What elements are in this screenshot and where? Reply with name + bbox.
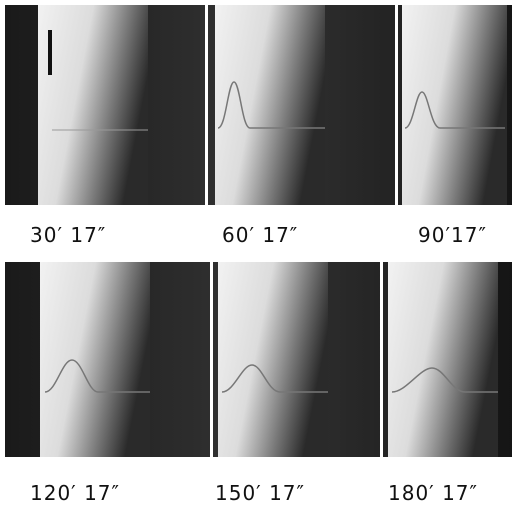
peak-curve [391,367,498,393]
panel [215,5,325,205]
peak-curve [404,91,505,129]
separator [395,5,398,205]
time-label: 150′ 17″ [215,481,305,505]
panel [38,5,148,205]
time-label: 60′ 17″ [222,223,298,247]
time-label: 120′ 17″ [30,481,120,505]
bright-band [218,262,328,457]
separator [205,5,208,205]
bright-band [388,262,498,457]
bright-band [215,5,325,205]
separator [380,262,383,457]
bright-band [402,5,507,205]
panel [218,262,328,457]
peak-curve [217,81,325,129]
bright-band [38,5,148,205]
boundary-mark [48,30,52,75]
peak-curve [221,364,328,393]
time-label: 180′ 17″ [388,481,478,505]
bright-band [40,262,150,457]
time-label: 90′17″ [418,223,487,247]
time-label: 30′ 17″ [30,223,106,247]
panel [388,262,498,457]
peak-curve [44,359,150,393]
separator [210,262,213,457]
panel [40,262,150,457]
panel [402,5,507,205]
